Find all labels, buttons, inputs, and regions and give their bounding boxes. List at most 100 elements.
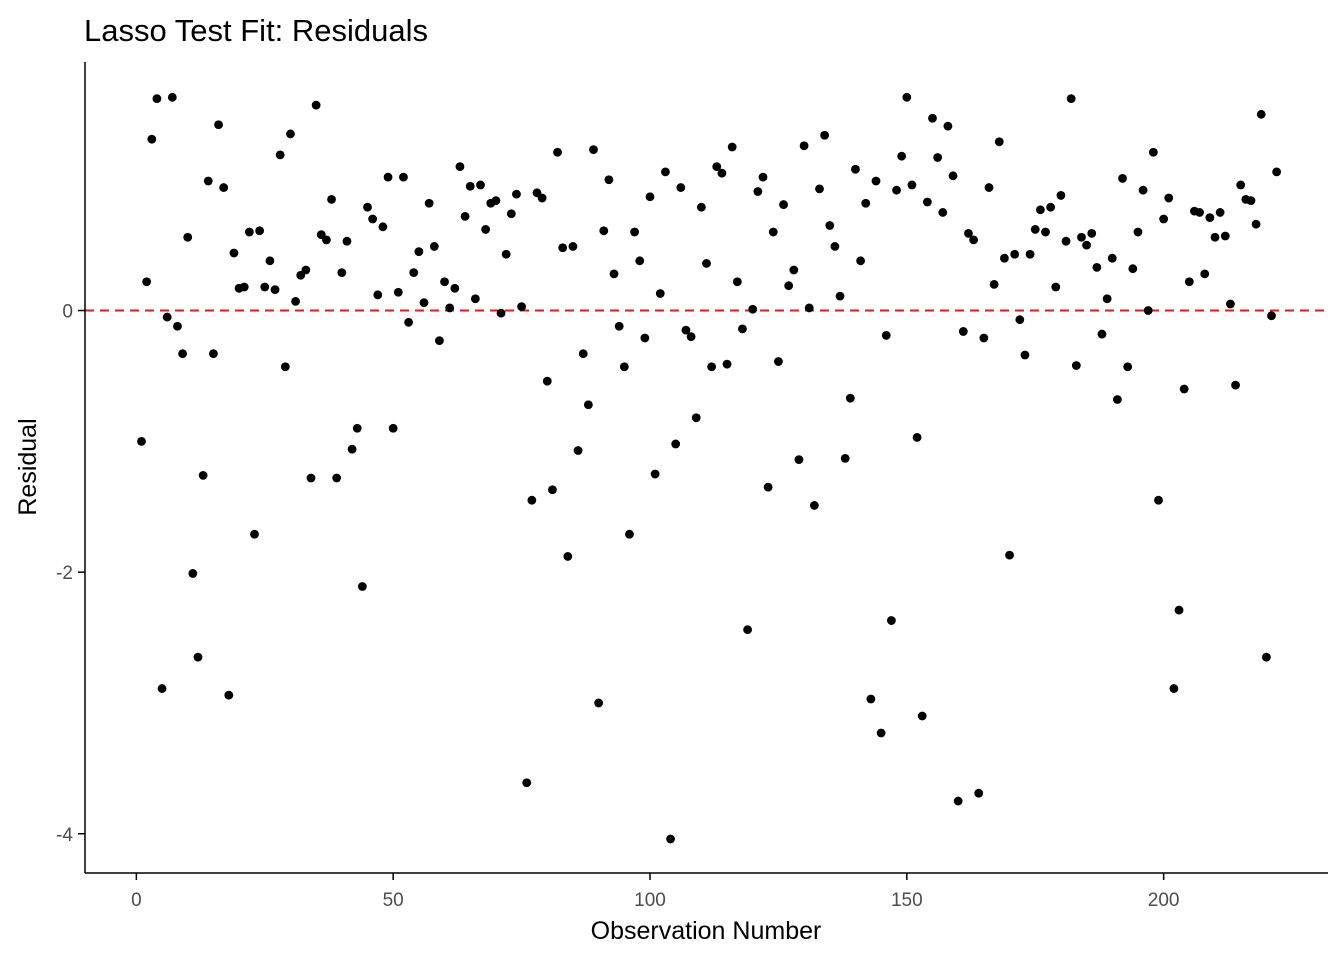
data-point: [512, 189, 521, 199]
data-point: [856, 256, 865, 266]
data-point: [840, 453, 850, 463]
data-point: [244, 227, 254, 237]
data-point: [820, 130, 830, 140]
chart-title: Lasso Test Fit: Residuals: [84, 13, 428, 48]
data-point: [568, 242, 578, 251]
data-point: [876, 728, 886, 738]
data-point: [357, 582, 367, 591]
data-point: [193, 652, 203, 662]
data-point: [1066, 94, 1076, 104]
data-point: [152, 94, 162, 104]
x-tick-label: 0: [131, 890, 142, 911]
data-point: [655, 289, 665, 298]
data-point: [337, 268, 347, 277]
data-point: [363, 202, 372, 212]
data-point: [1195, 208, 1204, 217]
data-point: [1174, 605, 1184, 615]
x-axis-ticks: 0 50 100 150 200: [131, 873, 1179, 911]
data-point: [373, 290, 383, 300]
data-point: [1107, 253, 1117, 263]
data-point: [753, 187, 763, 196]
data-point: [902, 92, 912, 102]
data-point: [327, 194, 336, 204]
data-point: [1077, 232, 1086, 242]
data-point: [178, 349, 187, 359]
data-point: [645, 192, 655, 202]
data-point: [732, 277, 742, 287]
data-point: [774, 357, 783, 366]
data-point: [1154, 495, 1163, 505]
data-point: [625, 529, 634, 539]
data-point: [1184, 277, 1194, 287]
data-point: [270, 285, 280, 295]
data-point: [614, 321, 624, 331]
data-point: [825, 221, 835, 230]
data-point: [912, 433, 922, 442]
data-point: [1226, 299, 1235, 309]
data-point: [219, 183, 229, 192]
data-point: [599, 226, 609, 236]
data-point: [845, 393, 855, 403]
data-point: [404, 317, 413, 327]
data-point: [691, 413, 701, 423]
x-axis-title: Observation Number: [591, 917, 822, 945]
data-point: [650, 469, 660, 479]
data-point: [280, 362, 290, 372]
data-point: [383, 172, 393, 182]
data-point: [1051, 282, 1061, 292]
data-point: [578, 349, 588, 359]
data-point: [275, 150, 285, 160]
data-point: [1102, 294, 1112, 304]
data-point: [994, 137, 1004, 147]
data-point: [306, 473, 316, 483]
data-point: [984, 183, 994, 192]
data-point: [1179, 384, 1189, 394]
data-point: [1046, 202, 1056, 212]
data-point: [1082, 240, 1091, 250]
data-point: [1025, 249, 1035, 259]
data-point: [162, 312, 172, 322]
data-point: [1261, 652, 1271, 662]
x-tick-label: 50: [383, 890, 404, 911]
data-point: [686, 332, 696, 342]
data-point: [594, 698, 604, 708]
data-point: [738, 324, 747, 334]
data-point: [553, 147, 562, 157]
data-point: [1251, 219, 1261, 229]
data-point: [640, 333, 650, 343]
data-point: [229, 248, 239, 258]
data-point: [922, 197, 932, 207]
data-point: [953, 796, 963, 806]
data-point: [527, 495, 537, 505]
data-point: [768, 227, 778, 237]
data-point: [260, 282, 270, 292]
data-point: [255, 226, 265, 236]
data-point: [917, 711, 927, 721]
data-point: [861, 198, 871, 208]
data-point: [938, 208, 948, 217]
data-point: [933, 153, 943, 162]
data-point: [1005, 550, 1014, 560]
data-point: [1087, 228, 1097, 238]
data-point: [630, 227, 639, 237]
data-point: [496, 308, 506, 318]
data-point: [147, 134, 157, 144]
data-point: [409, 268, 419, 277]
data-point: [979, 333, 989, 343]
x-tick-label: 200: [1148, 890, 1180, 911]
data-point: [424, 198, 434, 208]
data-point: [804, 303, 814, 313]
data-point: [1169, 684, 1179, 693]
data-point: [1164, 193, 1174, 203]
data-point: [748, 304, 758, 314]
data-point: [198, 470, 208, 480]
data-point: [974, 788, 984, 798]
data-point: [707, 362, 717, 372]
data-point: [481, 225, 491, 234]
data-point: [702, 259, 711, 268]
data-point: [301, 265, 311, 275]
data-point: [214, 120, 223, 130]
data-point: [435, 336, 444, 346]
